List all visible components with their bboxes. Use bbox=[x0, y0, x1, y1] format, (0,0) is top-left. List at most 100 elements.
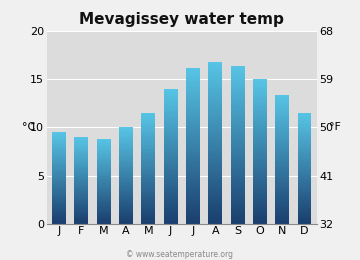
Bar bbox=[231, 164, 244, 166]
Bar bbox=[231, 139, 244, 141]
Bar bbox=[298, 210, 311, 211]
Bar bbox=[119, 155, 133, 156]
Bar bbox=[186, 187, 200, 188]
Bar bbox=[298, 181, 311, 182]
Bar bbox=[298, 192, 311, 193]
Bar bbox=[75, 204, 88, 205]
Bar bbox=[164, 126, 177, 128]
Bar bbox=[119, 190, 133, 191]
Bar bbox=[141, 145, 155, 146]
Bar bbox=[119, 215, 133, 216]
Bar bbox=[119, 220, 133, 221]
Bar bbox=[141, 206, 155, 207]
Bar bbox=[52, 188, 66, 189]
Bar bbox=[298, 215, 311, 217]
Bar bbox=[186, 185, 200, 187]
Bar bbox=[119, 143, 133, 144]
Bar bbox=[186, 142, 200, 144]
Bar bbox=[119, 136, 133, 137]
Bar bbox=[75, 190, 88, 191]
Bar bbox=[275, 217, 289, 219]
Bar bbox=[253, 150, 267, 151]
Bar bbox=[186, 204, 200, 206]
Bar bbox=[231, 184, 244, 186]
Bar bbox=[275, 146, 289, 148]
Bar bbox=[75, 155, 88, 157]
Bar bbox=[298, 136, 311, 138]
Bar bbox=[119, 133, 133, 135]
Bar bbox=[52, 147, 66, 148]
Bar bbox=[298, 128, 311, 129]
Bar bbox=[97, 173, 111, 174]
Bar bbox=[253, 197, 267, 198]
Bar bbox=[119, 186, 133, 187]
Bar bbox=[275, 209, 289, 211]
Bar bbox=[141, 185, 155, 186]
Bar bbox=[119, 142, 133, 143]
Bar bbox=[119, 151, 133, 153]
Bar bbox=[275, 162, 289, 164]
Bar bbox=[97, 171, 111, 172]
Bar bbox=[97, 212, 111, 213]
Bar bbox=[208, 177, 222, 179]
Bar bbox=[141, 207, 155, 208]
Bar bbox=[186, 165, 200, 167]
Bar bbox=[298, 141, 311, 142]
Bar bbox=[186, 83, 200, 85]
Bar bbox=[75, 214, 88, 215]
Bar bbox=[119, 167, 133, 168]
Bar bbox=[52, 174, 66, 176]
Bar bbox=[253, 222, 267, 224]
Bar bbox=[75, 219, 88, 220]
Bar bbox=[75, 194, 88, 196]
Bar bbox=[186, 146, 200, 148]
Bar bbox=[275, 188, 289, 190]
Bar bbox=[231, 135, 244, 137]
Bar bbox=[119, 202, 133, 203]
Bar bbox=[75, 192, 88, 193]
Bar bbox=[275, 133, 289, 135]
Bar bbox=[75, 175, 88, 176]
Bar bbox=[75, 140, 88, 141]
Bar bbox=[52, 154, 66, 155]
Bar bbox=[75, 167, 88, 168]
Bar bbox=[253, 218, 267, 220]
Bar bbox=[208, 90, 222, 92]
Bar bbox=[231, 125, 244, 127]
Bar bbox=[119, 150, 133, 151]
Bar bbox=[298, 202, 311, 203]
Bar bbox=[97, 164, 111, 165]
Bar bbox=[208, 157, 222, 159]
Bar bbox=[119, 189, 133, 190]
Bar bbox=[164, 209, 177, 210]
Bar bbox=[97, 182, 111, 183]
Bar bbox=[231, 145, 244, 147]
Bar bbox=[141, 125, 155, 127]
Bar bbox=[119, 212, 133, 213]
Bar bbox=[253, 214, 267, 216]
Bar bbox=[298, 200, 311, 202]
Bar bbox=[253, 162, 267, 164]
Bar bbox=[186, 218, 200, 220]
Bar bbox=[231, 188, 244, 190]
Bar bbox=[75, 152, 88, 153]
Y-axis label: °F: °F bbox=[329, 122, 341, 132]
Bar bbox=[186, 134, 200, 136]
Bar bbox=[164, 170, 177, 171]
Bar bbox=[75, 200, 88, 201]
Bar bbox=[141, 178, 155, 179]
Bar bbox=[186, 113, 200, 114]
Bar bbox=[141, 174, 155, 175]
Bar bbox=[186, 216, 200, 218]
Bar bbox=[298, 161, 311, 163]
Bar bbox=[52, 180, 66, 181]
Bar bbox=[75, 189, 88, 190]
Bar bbox=[164, 197, 177, 198]
Bar bbox=[186, 159, 200, 161]
Bar bbox=[208, 133, 222, 135]
Bar bbox=[186, 140, 200, 142]
Bar bbox=[75, 173, 88, 174]
Bar bbox=[97, 194, 111, 195]
Bar bbox=[298, 174, 311, 175]
Bar bbox=[186, 124, 200, 126]
